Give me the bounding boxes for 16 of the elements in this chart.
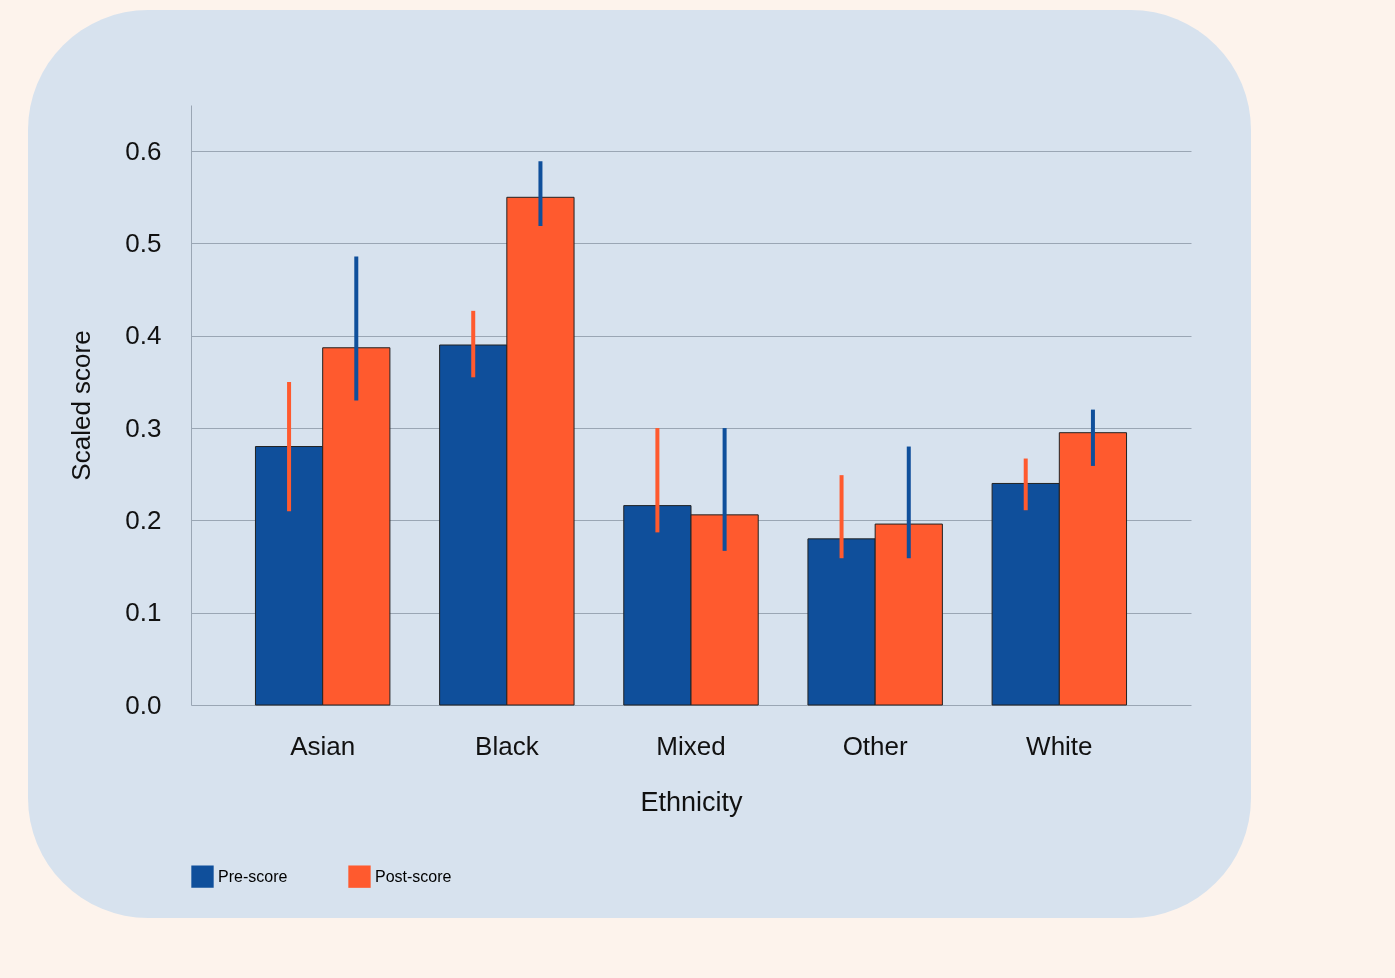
y-tick-label: 0.1 <box>125 597 162 628</box>
y-axis-title: Scaled score <box>66 330 97 481</box>
x-tick-label: Mixed <box>656 730 726 761</box>
y-tick-label: 0.5 <box>125 227 162 258</box>
x-axis-title: Ethnicity <box>640 786 744 817</box>
y-tick-label: 0.6 <box>125 135 162 166</box>
y-tick-label: 0.0 <box>125 689 162 720</box>
y-tick-label: 0.4 <box>125 320 162 351</box>
x-tick-label: Asian <box>290 730 356 761</box>
x-tick-label: White <box>1026 730 1093 761</box>
legend-label: Pre-score <box>218 867 288 885</box>
y-tick-label: 0.3 <box>125 412 162 443</box>
y-tick-label: 0.2 <box>125 504 162 535</box>
legend-label: Post-score <box>375 867 452 885</box>
x-tick-label: Other <box>842 730 909 761</box>
x-tick-label: Black <box>475 730 540 761</box>
